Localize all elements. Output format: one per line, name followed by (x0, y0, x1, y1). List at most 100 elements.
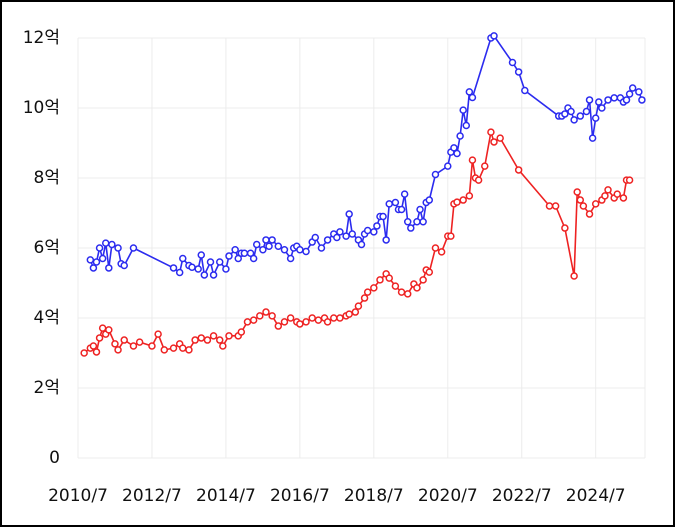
point (521, 86, 529, 95)
point (114, 346, 122, 354)
point (604, 96, 612, 104)
point (80, 349, 88, 357)
point (382, 236, 390, 244)
point (619, 194, 628, 202)
point (129, 342, 138, 350)
point (570, 272, 578, 280)
point (363, 288, 372, 296)
point (459, 106, 467, 114)
point (95, 244, 104, 252)
point (314, 316, 323, 324)
point (403, 290, 412, 298)
point (370, 284, 378, 292)
point (585, 210, 594, 218)
point (628, 84, 637, 92)
point (225, 252, 233, 260)
point (465, 192, 474, 200)
point (348, 230, 357, 238)
point (246, 249, 255, 257)
point (286, 314, 295, 322)
point (576, 112, 585, 120)
point (397, 288, 406, 296)
point (191, 336, 199, 344)
point (302, 318, 310, 326)
point (268, 312, 276, 320)
point (514, 166, 523, 174)
point (120, 261, 128, 270)
point (354, 302, 363, 310)
point (148, 342, 156, 350)
point (249, 254, 258, 263)
point (179, 254, 187, 263)
point (351, 308, 360, 316)
point (579, 202, 588, 210)
point (376, 276, 384, 284)
point (98, 324, 107, 332)
point (582, 107, 591, 116)
point (330, 314, 338, 322)
point (551, 202, 560, 210)
point (462, 121, 471, 130)
point (413, 218, 421, 226)
point (474, 176, 483, 184)
point (135, 338, 144, 346)
point (610, 94, 618, 102)
point (514, 68, 523, 76)
point (286, 254, 295, 263)
point (222, 265, 230, 273)
point (179, 344, 187, 352)
y-tick-label: 2억 (34, 378, 60, 398)
point (588, 134, 597, 142)
point (625, 176, 634, 184)
point (175, 268, 184, 277)
point (86, 256, 95, 264)
point (604, 186, 612, 194)
y-tick-label: 8억 (34, 168, 60, 188)
point (311, 233, 320, 242)
point (209, 271, 218, 279)
point (431, 244, 440, 252)
x-tick-label: 2022/7 (492, 486, 552, 506)
point (468, 93, 477, 102)
point (622, 96, 631, 104)
series-line (89, 34, 643, 278)
point (425, 196, 434, 204)
point (496, 134, 504, 142)
point (234, 254, 242, 263)
point (92, 348, 101, 356)
point (591, 200, 600, 208)
point (567, 107, 575, 116)
point (481, 162, 489, 170)
point (302, 247, 310, 256)
x-tick-label: 2018/7 (344, 486, 404, 506)
point (249, 316, 258, 324)
point (508, 58, 517, 67)
point (468, 156, 477, 164)
point (570, 116, 578, 124)
point (259, 246, 267, 254)
point (576, 196, 585, 204)
point (397, 205, 406, 214)
point (545, 202, 554, 210)
y-tick-label: 10억 (23, 98, 60, 118)
point (219, 342, 227, 350)
x-tick-label: 2024/7 (566, 486, 626, 506)
point (323, 318, 332, 326)
x-tick-label: 2010/7 (48, 486, 108, 506)
point (363, 226, 372, 235)
point (256, 312, 264, 320)
point (456, 132, 464, 140)
point (262, 236, 270, 244)
point (92, 258, 101, 266)
point (95, 334, 104, 342)
point (638, 96, 646, 104)
point (274, 242, 283, 250)
point (209, 332, 218, 340)
point (573, 188, 581, 196)
point (169, 344, 178, 352)
point (206, 258, 215, 266)
point (336, 314, 344, 322)
point (490, 138, 498, 146)
point (216, 336, 224, 344)
